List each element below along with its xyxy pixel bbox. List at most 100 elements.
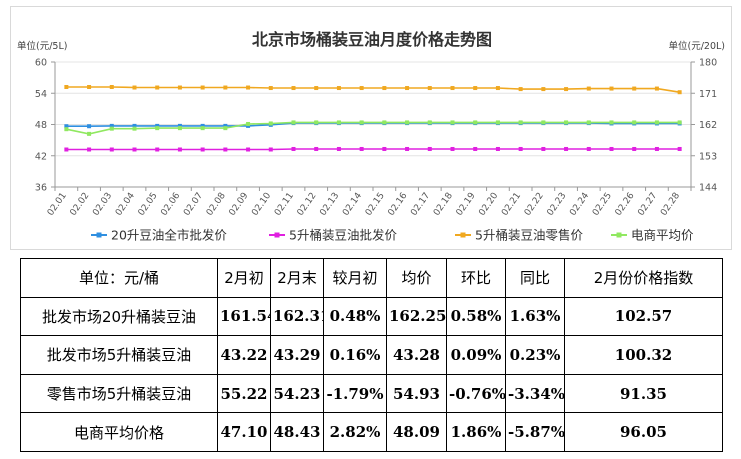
table-row: 电商平均价格 47.10 48.43 2.82% 48.09 1.86% -5.… [20,412,723,452]
y-left-tick-label: 36 [35,183,47,194]
x-tick-label: 02.24 [568,191,591,218]
data-point [87,85,92,89]
price-table-wrap: 单位：元/桶 2月初 2月末 较月初 均价 环比 同比 2月份价格指数 批发市场… [20,258,723,452]
data-point [359,86,364,91]
data-point [109,123,114,128]
series-layer [64,85,682,152]
data-point [405,86,410,91]
data-point [268,147,273,152]
data-point [155,147,160,152]
data-point [382,86,387,91]
data-point [223,147,228,152]
data-point [177,123,182,128]
series-line [66,121,680,135]
table-cell: 1.63% [505,296,565,337]
x-tick-label: 02.13 [318,191,341,218]
data-point [518,120,523,125]
table-header-row: 单位：元/桶 2月初 2月末 较月初 均价 环比 同比 2月份价格指数 [20,258,723,298]
legend-label: 5升桶装豆油批发价 [289,228,397,243]
table-cell: -5.87% [505,412,565,452]
data-point [336,86,341,91]
table-cell: 162.25 [386,296,447,337]
x-tick-label: 02.10 [250,191,273,218]
data-point [246,121,251,126]
table-cell: 161.54 [217,296,271,337]
data-point [654,86,659,91]
data-point [427,86,432,91]
data-point [677,146,682,151]
data-point [291,86,296,91]
table-header-cell: 单位：元/桶 [20,258,218,298]
table-cell: 1.86% [446,412,506,452]
x-tick-label: 02.02 [69,191,92,218]
y-left-tick-label: 42 [35,151,47,162]
data-point [541,146,546,151]
data-point [359,120,364,125]
data-point [677,120,682,125]
table-header-cell: 环比 [446,258,506,298]
data-point [200,126,205,131]
table-cell: -1.79% [323,373,387,414]
x-tick-label: 02.18 [432,191,455,218]
data-point [541,87,546,92]
y-right-tick-label: 171 [699,89,717,100]
legend-swatch-marker [616,232,622,238]
data-point [200,123,205,128]
x-tick-label: 02.11 [273,191,296,218]
x-tick-label: 02.23 [546,191,569,218]
table-cell: 0.16% [323,335,387,375]
data-point [405,120,410,125]
table-cell: 0.09% [446,335,506,375]
table-cell: 102.57 [564,296,723,337]
legend-label: 5升桶装豆油零售价 [475,228,583,243]
data-point [677,90,682,95]
data-point [541,120,546,125]
table-cell: 55.22 [217,373,271,414]
data-point [223,126,228,131]
x-tick-label: 02.26 [614,191,637,218]
data-point [291,120,296,125]
data-point [177,147,182,152]
data-point [132,147,137,152]
data-point [87,147,92,152]
table-row: 批发市场5升桶装豆油 43.22 43.29 0.16% 43.28 0.09%… [20,335,723,375]
table-cell: 48.09 [386,412,447,452]
data-point [609,120,614,125]
data-point [632,120,637,125]
data-point [518,146,523,151]
data-point [109,126,114,131]
chart-legend: 20升豆油全市批发价 5升桶装豆油批发价 5升桶装豆油零售价 电商平均价 [91,228,694,243]
data-point [473,146,478,151]
x-tick-label: 02.15 [364,191,387,218]
x-tick-label: 02.25 [591,191,614,218]
x-tick-label: 02.14 [341,191,364,218]
x-tick-label: 02.07 [182,191,205,218]
price-trend-chart: 北京市场桶装豆油月度价格走势图 单位(元/5L) 单位(元/20L) 60 180… [10,6,732,250]
table-header-cell: 较月初 [323,258,387,298]
data-point [495,86,500,91]
data-point [64,147,69,152]
data-point [450,86,455,91]
row-label: 批发市场5升桶装豆油 [20,335,218,375]
data-point [155,126,160,131]
data-point [495,120,500,125]
table-cell: 100.32 [564,335,723,375]
data-point [609,146,614,151]
x-tick-label: 02.20 [477,191,500,218]
table-header-cell: 2月初 [217,258,271,298]
data-point [450,146,455,151]
y-left-tick-label: 54 [35,89,47,100]
x-tick-label: 02.27 [636,191,659,218]
data-point [632,86,637,91]
data-point [314,146,319,151]
x-tick-label: 02.28 [659,191,682,218]
x-tick-label: 02.22 [523,191,546,218]
data-point [336,120,341,125]
data-point [64,124,69,129]
row-label: 零售市场5升桶装豆油 [20,373,218,414]
data-point [109,147,114,152]
data-point [268,86,273,91]
data-point [64,85,69,89]
table-cell: 2.82% [323,412,387,452]
chart-title: 北京市场桶装豆油月度价格走势图 [252,30,492,49]
